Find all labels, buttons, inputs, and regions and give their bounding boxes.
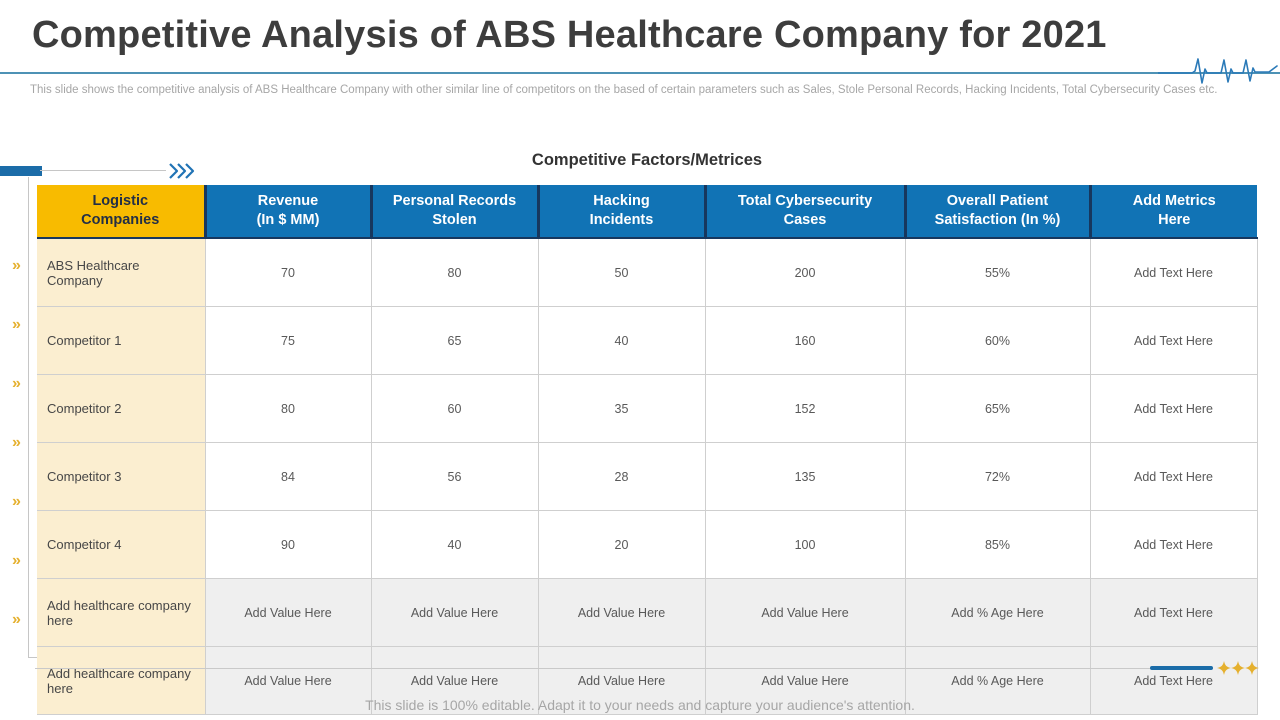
table-row: ABS Healthcare Company 70 80 50 200 55% …	[37, 237, 1258, 307]
placeholder-cell[interactable]: Add Text Here	[1089, 442, 1258, 511]
bottom-divider-line	[35, 668, 1213, 669]
row-label-cell: Competitor 4	[37, 510, 206, 579]
placeholder-cell[interactable]: Add % Age Here	[904, 578, 1091, 647]
row-marker-chevron-icon: »	[12, 552, 21, 569]
value-cell: 160	[704, 306, 906, 375]
value-cell: 20	[537, 510, 706, 579]
placeholder-cell[interactable]: Add Value Here	[537, 578, 706, 647]
value-cell: 28	[537, 442, 706, 511]
placeholder-cell[interactable]: Add Text Here	[1089, 578, 1258, 647]
value-cell: 40	[370, 510, 539, 579]
slide-subtitle: This slide shows the competitive analysi…	[30, 84, 1218, 96]
value-cell: 40	[537, 306, 706, 375]
value-cell: 55%	[904, 237, 1091, 307]
row-marker-chevron-icon: »	[12, 316, 21, 333]
column-header-hacking-incidents: Hacking Incidents	[536, 185, 705, 239]
value-cell: 80	[204, 374, 372, 443]
placeholder-cell[interactable]: Add Value Here	[204, 578, 372, 647]
value-cell: 65	[370, 306, 539, 375]
row-label-cell: Competitor 1	[37, 306, 206, 375]
placeholder-cell[interactable]: Add Text Here	[1089, 510, 1258, 579]
value-cell: 65%	[904, 374, 1091, 443]
placeholder-cell[interactable]: Add Text Here	[1089, 306, 1258, 375]
row-marker-chevron-icon: »	[12, 611, 21, 628]
column-header-total-cybersecurity-cases: Total Cybersecurity Cases	[703, 185, 905, 239]
value-cell: 90	[204, 510, 372, 579]
row-label-cell: Competitor 2	[37, 374, 206, 443]
row-marker-chevron-icon: »	[12, 493, 21, 510]
value-cell: 72%	[904, 442, 1091, 511]
placeholder-cell[interactable]: Add Value Here	[204, 646, 372, 715]
table-row: Add healthcare company here Add Value He…	[37, 646, 1258, 715]
placeholder-cell[interactable]: Add Value Here	[704, 646, 906, 715]
value-cell: 75	[204, 306, 372, 375]
row-marker-chevron-icon: »	[12, 434, 21, 451]
value-cell: 50	[537, 237, 706, 307]
footer-note: This slide is 100% editable. Adapt it to…	[365, 697, 915, 713]
pointer-line	[40, 170, 166, 171]
table-row: Competitor 4 90 40 20 100 85% Add Text H…	[37, 510, 1258, 579]
column-header-revenue: Revenue (In $ MM)	[203, 185, 371, 239]
placeholder-cell[interactable]: Add Value Here	[704, 578, 906, 647]
bottom-accent-bar	[1150, 666, 1213, 670]
column-header-add-metrics-here: Add Metrics Here	[1088, 185, 1257, 239]
column-header-overall-patient-satisfaction: Overall Patient Satisfaction (In %)	[903, 185, 1090, 239]
row-marker-chevron-icon: »	[12, 375, 21, 392]
heartbeat-icon	[1158, 58, 1278, 84]
value-cell: 35	[537, 374, 706, 443]
column-header-personal-records-stolen: Personal Records Stolen	[369, 185, 538, 239]
row-label-cell: Competitor 3	[37, 442, 206, 511]
placeholder-cell[interactable]: Add Value Here	[370, 646, 539, 715]
competitive-factors-table: Logistic Companies Revenue (In $ MM) Perso…	[37, 185, 1258, 715]
value-cell: 84	[204, 442, 372, 511]
placeholder-cell[interactable]: Add Value Here	[370, 578, 539, 647]
row-marker-chevron-icon: »	[12, 257, 21, 274]
value-cell: 85%	[904, 510, 1091, 579]
value-cell: 135	[704, 442, 906, 511]
value-cell: 56	[370, 442, 539, 511]
value-cell: 152	[704, 374, 906, 443]
table-caption: Competitive Factors/Metrices	[531, 151, 763, 169]
value-cell: 60	[370, 374, 539, 443]
row-label-cell: ABS Healthcare Company	[37, 237, 206, 307]
placeholder-cell[interactable]: Add Value Here	[537, 646, 706, 715]
row-label-placeholder-cell[interactable]: Add healthcare company here	[37, 578, 206, 647]
value-cell: 70	[204, 237, 372, 307]
header-row: Logistic Companies Revenue (In $ MM) Perso…	[37, 185, 1257, 239]
value-cell: 60%	[904, 306, 1091, 375]
column-header-logistic-companies: Logistic Companies	[37, 185, 205, 239]
page-title: Competitive Analysis of ABS Healthcare C…	[32, 14, 1107, 56]
table-row: Competitor 1 75 65 40 160 60% Add Text H…	[37, 306, 1258, 375]
placeholder-cell[interactable]: Add % Age Here	[904, 646, 1091, 715]
placeholder-cell[interactable]: Add Text Here	[1089, 237, 1258, 307]
table-row: Competitor 2 80 60 35 152 65% Add Text H…	[37, 374, 1258, 443]
plus-stars-icon	[1217, 661, 1259, 675]
accent-bar	[0, 166, 42, 176]
table-row: Add healthcare company here Add Value He…	[37, 578, 1258, 647]
title-underline	[0, 72, 1280, 74]
value-cell: 100	[704, 510, 906, 579]
triple-chevron-right-icon	[169, 163, 195, 179]
placeholder-cell[interactable]: Add Text Here	[1089, 646, 1258, 715]
value-cell: 80	[370, 237, 539, 307]
placeholder-cell[interactable]: Add Text Here	[1089, 374, 1258, 443]
table-row: Competitor 3 84 56 28 135 72% Add Text H…	[37, 442, 1258, 511]
value-cell: 200	[704, 237, 906, 307]
